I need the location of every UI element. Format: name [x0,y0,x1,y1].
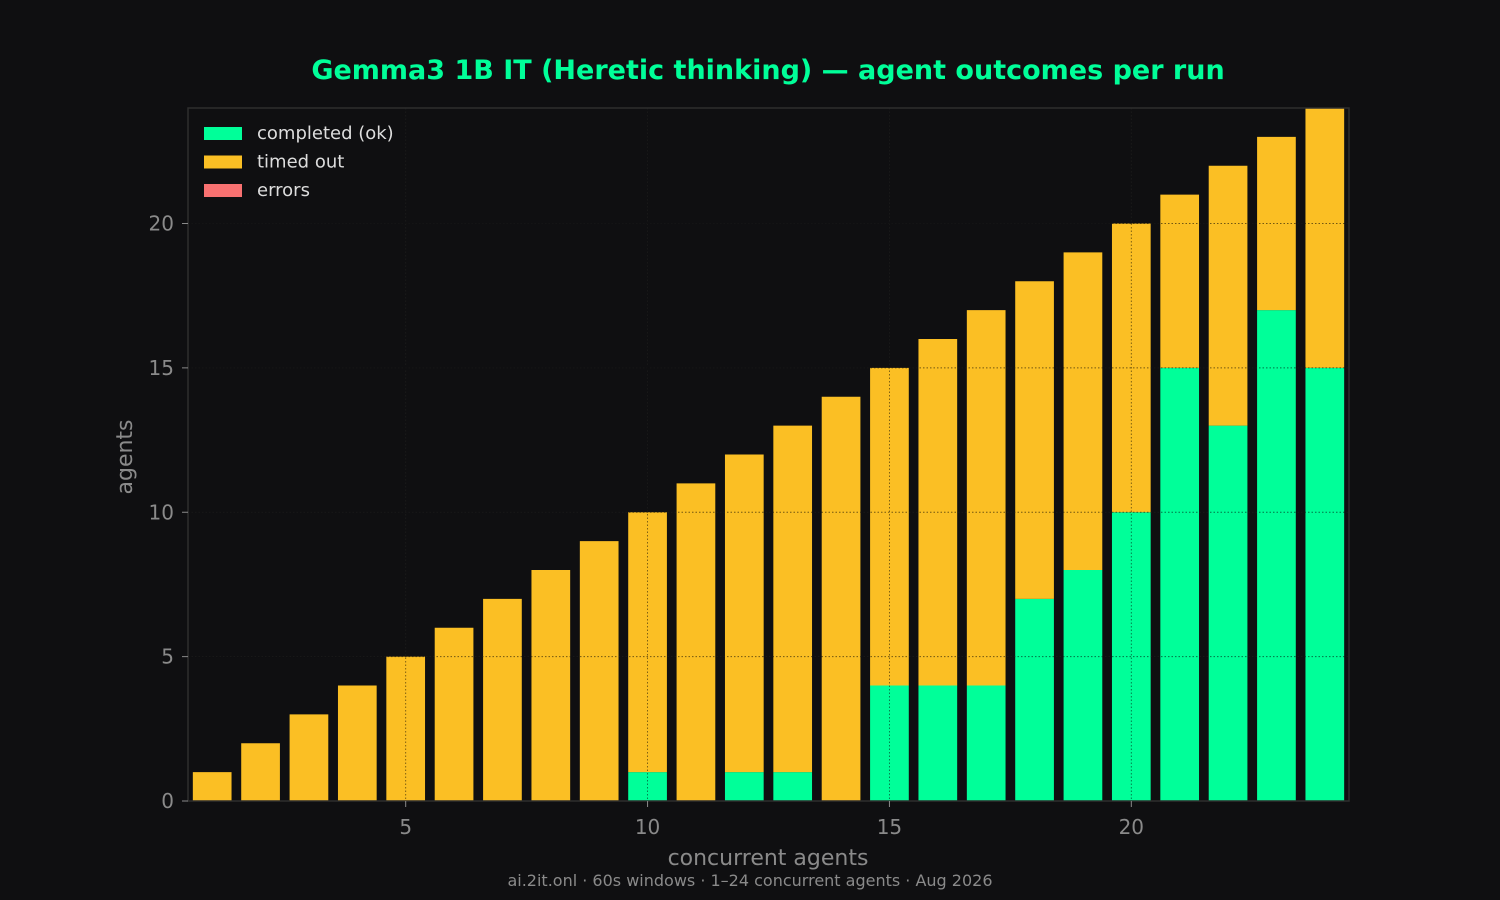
y-axis-ticks: 0 5 10 15 20 [149,212,188,813]
legend-label: completed (ok) [257,123,394,144]
x-axis-ticks: 5 10 15 20 [399,801,1144,839]
legend: completed (ok) timed out errors [204,123,394,201]
bar-timed-out-3 [289,714,329,801]
grid-overlay [188,108,1349,801]
bar-timed-out-9 [579,541,619,801]
legend-swatch [204,155,242,169]
legend-swatch [204,184,242,197]
legend-label: errors [257,180,310,201]
bar-timed-out-2 [241,743,280,801]
bar-timed-out-13 [773,425,813,773]
y-tick-label: 20 [149,212,174,236]
bar-completed-ok-19 [1063,570,1103,801]
bar-completed-ok-17 [966,685,1006,801]
bar-completed-ok-10 [628,772,667,801]
bar-completed-ok-21 [1160,367,1200,801]
bar-completed-ok-24 [1305,367,1345,801]
y-axis-label: agents [113,419,138,494]
bar-completed-ok-22 [1208,425,1248,801]
bar-completed-ok-15 [870,685,909,801]
bar-timed-out-22 [1208,165,1248,426]
chart-title: Gemma3 1B IT (Heretic thinking) — agent … [311,55,1224,86]
bar-timed-out-17 [966,310,1006,686]
footer-note: ai.2it.onl · 60s windows · 1–24 concurre… [507,871,992,890]
plot-frame [187,107,1350,802]
legend-label: timed out [257,152,344,173]
bar-timed-out-10 [628,512,667,773]
bar-timed-out-7 [483,598,522,801]
bar-completed-ok-23 [1257,310,1296,801]
bar-completed-ok-12 [724,772,764,801]
bar-timed-out-19 [1063,252,1103,570]
x-tick-label: 10 [635,815,660,839]
bar-timed-out-6 [434,627,474,801]
bar-timed-out-12 [724,454,764,773]
bar-timed-out-4 [337,685,377,801]
x-tick-label: 15 [877,815,902,839]
y-tick-label: 10 [149,500,174,524]
y-tick-label: 15 [149,356,174,380]
y-tick-label: 5 [161,645,174,669]
bar-completed-ok-18 [1015,598,1054,801]
bar-timed-out-8 [531,570,571,801]
bar-timed-out-14 [821,396,861,801]
x-tick-label: 5 [399,815,412,839]
bar-completed-ok-13 [773,772,813,801]
y-tick-label: 0 [161,789,174,813]
x-axis-label: concurrent agents [668,846,869,871]
legend-swatch [204,127,242,140]
bar-completed-ok-16 [918,685,958,801]
bars-layer [188,108,1349,801]
bar-timed-out-21 [1160,194,1200,368]
x-tick-label: 20 [1119,815,1144,839]
bar-timed-out-1 [192,772,232,801]
bar-timed-out-24 [1305,108,1345,368]
bar-timed-out-11 [676,483,716,801]
bar-timed-out-18 [1015,281,1054,599]
